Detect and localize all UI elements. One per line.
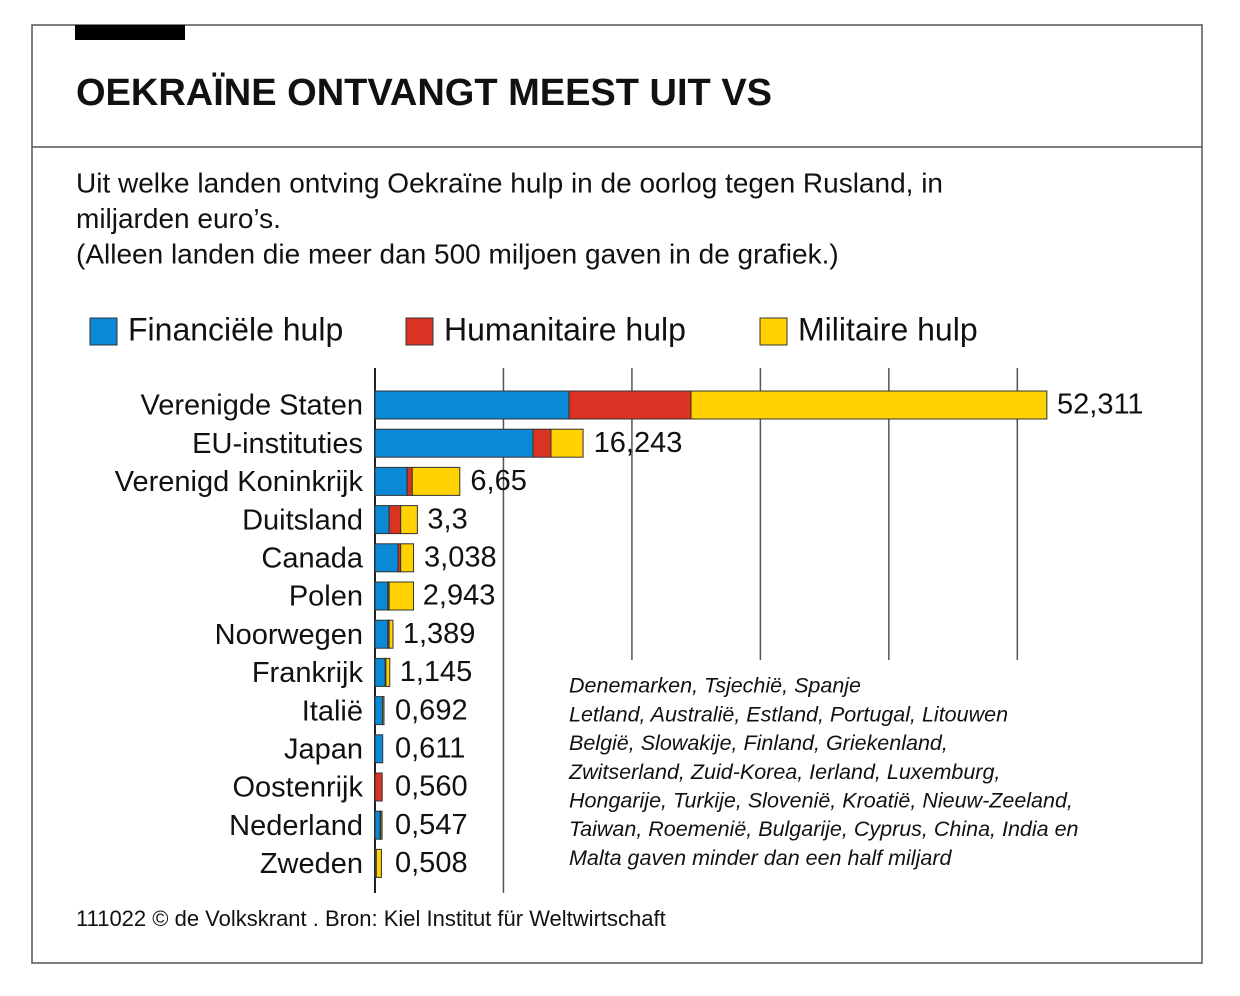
category-label: Verenigde Staten [140,390,363,422]
value-label: 1,389 [403,618,476,650]
bar-segment [385,657,391,687]
legend-swatch [405,317,434,346]
bar-segment [690,390,1048,420]
category-label: Zweden [260,848,363,880]
category-label: Verenigd Koninkrijk [115,466,364,498]
bar-segment [374,734,384,764]
annotation: Letland, Australië, Estland, Portugal, L… [569,702,1008,726]
category-label: Italië [302,695,363,727]
bar-segment [380,810,383,840]
legend-label: Financiële hulp [128,311,343,347]
legend-label: Humanitaire hulp [444,311,686,347]
bar-segment [374,810,381,840]
bar-segment [568,390,692,420]
subtitle: Uit welke landen ontving Oekraïne hulp i… [76,167,943,198]
legend-swatch [89,317,118,346]
value-label: 52,311 [1057,389,1144,421]
bar-segment [388,619,394,649]
bar-segment [388,505,402,535]
value-label: 3,038 [424,541,497,573]
subtitle: miljarden euro’s. [76,203,281,234]
annotation: België, Slowakije, Finland, Griekenland, [569,731,948,755]
category-label: Japan [284,733,363,765]
bar-segment [374,505,390,535]
category-label: Nederland [229,810,363,842]
bar-segment [374,657,386,687]
annotation: Malta gaven minder dan een half miljard [569,846,952,870]
value-label: 2,943 [423,580,496,612]
value-label: 16,243 [594,427,683,459]
bar-segment [375,848,382,878]
tab [75,25,185,40]
category-label: Polen [289,581,363,613]
bar-segment [374,428,534,458]
bar-segment [532,428,552,458]
bar-segment [374,581,389,611]
bar-segment [374,543,399,573]
legend-swatch [759,317,788,346]
category-label: Oostenrijk [232,772,363,804]
bar-segment [382,696,385,726]
bar-segment [374,619,389,649]
bar-segment [374,696,384,726]
value-label: 0,611 [395,732,465,764]
bar-segment [411,466,461,496]
value-label: 6,65 [470,465,526,497]
source: 111022 © de Volkskrant . Bron: Kiel Inst… [76,906,666,931]
value-label: 0,547 [395,809,468,841]
annotation: Hongarije, Turkije, Slovenië, Kroatië, N… [569,788,1073,812]
subtitle: (Alleen landen die meer dan 500 miljoen … [76,238,839,269]
frame [31,24,1203,964]
value-label: 0,560 [395,771,468,803]
annotation: Denemarken, Tsjechië, Spanje [569,674,861,698]
annotation: Taiwan, Roemenië, Bulgarije, Cyprus, Chi… [569,817,1079,841]
bar-segment [374,390,570,420]
category-label: Frankrijk [252,657,364,689]
category-label: EU-instituties [192,428,363,460]
bar-segment [550,428,584,458]
annotation: Zwitserland, Zuid-Korea, Ierland, Luxemb… [568,760,1000,784]
legend-label: Militaire hulp [798,311,978,347]
bar-segment [388,581,415,611]
value-label: 1,145 [400,656,473,688]
chart-title: OEKRAÏNE ONTVANGT MEEST UIT VS [76,71,772,114]
bar-segment [374,466,408,496]
bar-segment [374,772,383,802]
value-label: 3,3 [427,503,467,535]
bar-segment [400,505,418,535]
category-label: Duitsland [242,504,363,536]
bar-segment [400,543,415,573]
bar-segment [406,466,413,496]
category-label: Canada [261,542,363,574]
value-label: 0,508 [395,847,468,879]
category-label: Noorwegen [215,619,363,651]
value-label: 0,692 [395,694,468,726]
